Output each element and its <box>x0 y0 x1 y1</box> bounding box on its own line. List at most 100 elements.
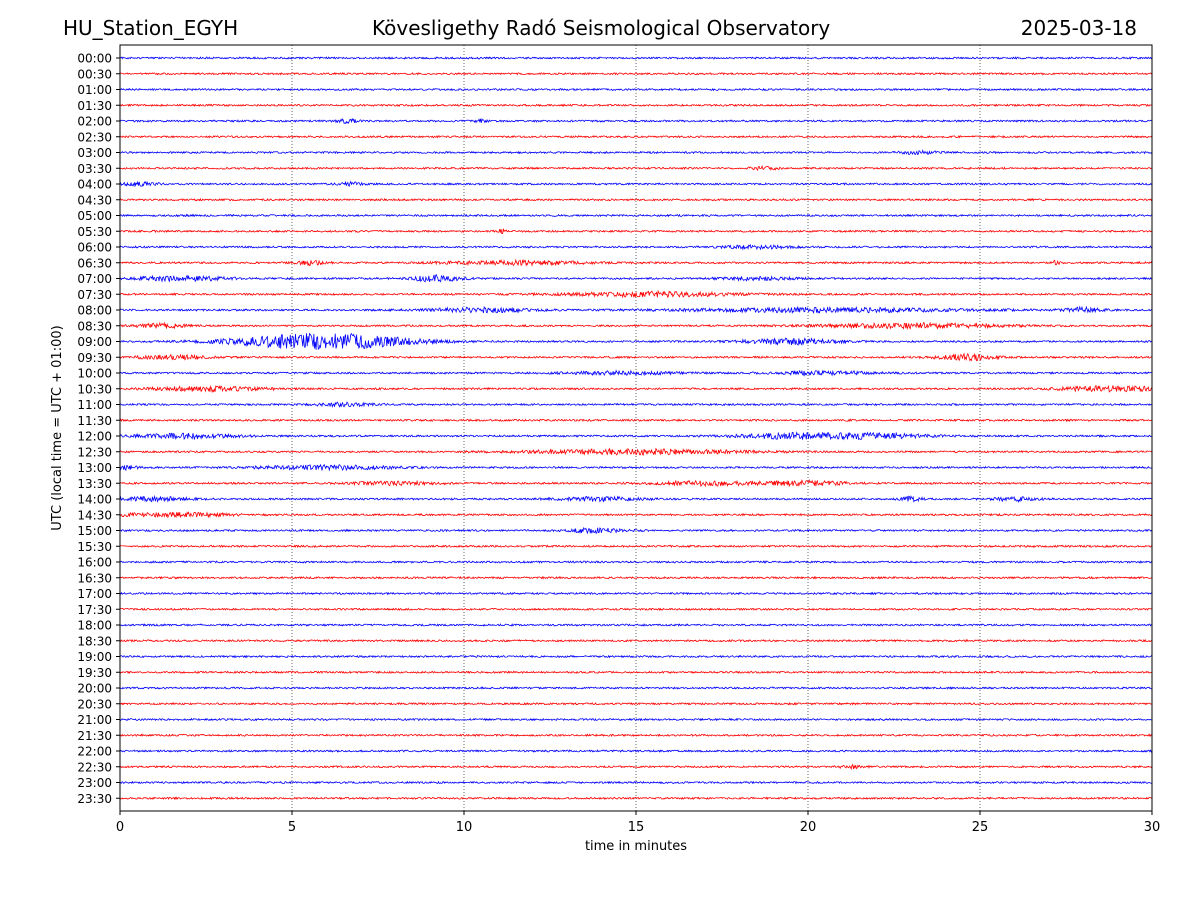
trace-2130 <box>119 733 1153 738</box>
trace-0600 <box>119 243 1153 251</box>
y-tick-label: 03:00 <box>77 146 112 160</box>
y-tick-label: 23:30 <box>77 792 112 806</box>
y-tick-label: 13:00 <box>77 461 112 475</box>
x-axis-ticks: 0 5 10 15 20 25 30 <box>116 811 1160 835</box>
y-tick-label: 01:30 <box>77 99 112 113</box>
trace-0800 <box>119 305 1153 315</box>
trace-1600 <box>119 560 1153 564</box>
y-tick-label: 06:00 <box>77 241 112 255</box>
y-tick-label: 20:00 <box>77 682 112 696</box>
chart-date: 2025-03-18 <box>1020 16 1137 40</box>
y-tick-label: 07:00 <box>77 272 112 286</box>
trace-1730 <box>119 607 1153 612</box>
y-tick-label: 08:30 <box>77 319 112 333</box>
y-tick-label: 08:00 <box>77 304 112 318</box>
y-tick-label: 10:00 <box>77 367 112 381</box>
station-name: HU_Station_EGYH <box>63 16 239 40</box>
trace-0730 <box>119 289 1153 299</box>
y-tick-label: 14:30 <box>77 508 112 522</box>
trace-1430 <box>119 511 1153 519</box>
y-tick-label: 12:00 <box>77 430 112 444</box>
trace-1300 <box>119 463 1153 472</box>
x-tick-label: 10 <box>456 820 473 835</box>
trace-0430 <box>119 197 1153 202</box>
y-tick-label: 05:30 <box>77 225 112 239</box>
trace-1330 <box>119 478 1153 488</box>
y-axis-label: UTC (local time = UTC + 01:00) <box>50 325 65 530</box>
trace-0200 <box>119 117 1153 125</box>
y-tick-label: 17:30 <box>77 603 112 617</box>
x-tick-label: 25 <box>972 820 989 835</box>
y-tick-label: 02:30 <box>77 130 112 144</box>
y-tick-label: 04:30 <box>77 193 112 207</box>
trace-0830 <box>119 321 1153 331</box>
x-tick-label: 20 <box>800 820 817 835</box>
y-tick-label: 18:30 <box>77 634 112 648</box>
y-tick-label: 06:30 <box>77 256 112 270</box>
trace-2200 <box>119 749 1153 753</box>
y-tick-label: 21:30 <box>77 729 112 743</box>
y-tick-label: 00:30 <box>77 67 112 81</box>
y-tick-label: 04:00 <box>77 178 112 192</box>
trace-1200 <box>119 431 1153 441</box>
trace-0100 <box>119 87 1153 92</box>
y-tick-label: 19:00 <box>77 650 112 664</box>
x-axis-label: time in minutes <box>585 839 687 854</box>
trace-0930 <box>119 352 1153 362</box>
y-tick-label: 02:00 <box>77 115 112 129</box>
trace-0300 <box>119 149 1153 156</box>
trace-2300 <box>119 780 1153 785</box>
trace-1500 <box>119 526 1153 535</box>
trace-0030 <box>119 72 1153 76</box>
y-tick-label: 09:30 <box>77 351 112 365</box>
trace-1130 <box>119 418 1153 423</box>
y-tick-label: 10:30 <box>77 382 112 396</box>
y-tick-label: 16:00 <box>77 556 112 570</box>
y-tick-label: 19:30 <box>77 666 112 680</box>
y-tick-label: 17:00 <box>77 587 112 601</box>
trace-1930 <box>119 670 1153 675</box>
trace-0400 <box>119 180 1153 188</box>
trace-2100 <box>119 717 1153 722</box>
y-tick-label: 05:00 <box>77 209 112 223</box>
y-tick-label: 22:00 <box>77 745 112 759</box>
trace-1030 <box>119 384 1153 394</box>
x-tick-label: 0 <box>116 820 124 835</box>
trace-0330 <box>119 164 1153 172</box>
y-tick-label: 22:30 <box>77 760 112 774</box>
trace-0130 <box>119 103 1153 108</box>
trace-1230 <box>119 447 1153 456</box>
y-tick-label: 21:00 <box>77 713 112 727</box>
trace-1400 <box>119 494 1153 503</box>
trace-0500 <box>119 213 1153 218</box>
x-tick-label: 5 <box>288 820 296 835</box>
trace-0900 <box>119 332 1153 350</box>
y-tick-label: 03:30 <box>77 162 112 176</box>
y-tick-label: 23:00 <box>77 776 112 790</box>
trace-1700 <box>119 591 1153 596</box>
y-tick-label: 16:30 <box>77 571 112 585</box>
y-tick-label: 07:30 <box>77 288 112 302</box>
trace-1530 <box>119 544 1153 549</box>
y-tick-label: 14:00 <box>77 493 112 507</box>
trace-1830 <box>119 638 1153 643</box>
x-tick-label: 30 <box>1144 820 1161 835</box>
trace-1900 <box>119 654 1153 659</box>
y-tick-label: 20:30 <box>77 697 112 711</box>
trace-2030 <box>119 701 1153 706</box>
trace-0530 <box>119 228 1153 234</box>
trace-1630 <box>119 575 1152 580</box>
trace-1800 <box>119 623 1153 627</box>
y-tick-label: 15:30 <box>77 540 112 554</box>
trace-1000 <box>120 369 1153 377</box>
trace-2000 <box>119 686 1153 690</box>
y-tick-label: 12:30 <box>77 445 112 459</box>
trace-0000 <box>119 56 1153 60</box>
x-tick-label: 15 <box>628 820 645 835</box>
y-tick-label: 18:00 <box>77 619 112 633</box>
trace-0630 <box>119 258 1153 267</box>
y-tick-label: 15:00 <box>77 524 112 538</box>
y-tick-label: 13:30 <box>77 477 112 491</box>
trace-2230 <box>119 763 1153 771</box>
